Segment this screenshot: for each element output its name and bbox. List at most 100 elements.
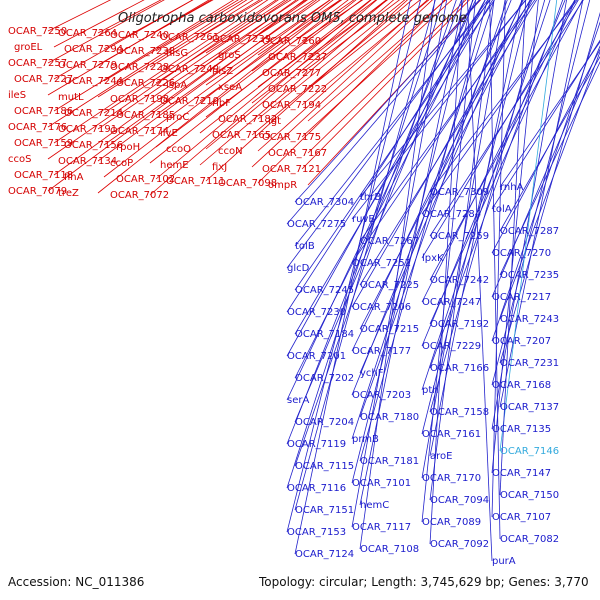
- left-gene-label: mutL: [58, 92, 84, 103]
- left-gene-label: ccoN: [218, 146, 243, 157]
- left-leader-line: [103, 0, 277, 114]
- left-gene-label: proC: [166, 112, 189, 123]
- right-leader-line: [491, 45, 600, 298]
- right-leader-line: [359, 0, 538, 286]
- left-gene-label: ribF: [212, 98, 231, 109]
- left-gene-label: OCAR_7176: [8, 122, 67, 133]
- left-gene-label: groEL: [14, 42, 43, 53]
- right-gene-label: OCAR_7101: [352, 478, 411, 489]
- right-gene-label: OCAR_7166: [430, 363, 489, 374]
- right-leader-line: [359, 0, 508, 418]
- right-leader-line: [499, 0, 584, 408]
- right-leader-line: [499, 0, 527, 496]
- left-gene-label: OCAR_7098: [218, 178, 277, 189]
- left-gene-label: OCAR_7194: [262, 100, 321, 111]
- right-leader-line: [359, 0, 523, 374]
- left-leader-line: [149, 0, 357, 164]
- left-gene-label: ccoO: [166, 144, 191, 155]
- left-gene-label: OCAR_7165: [212, 130, 271, 141]
- left-gene-label: ccoS: [8, 154, 31, 165]
- right-leader-line: [491, 0, 567, 430]
- right-gene-label: OCAR_7217: [492, 292, 551, 303]
- right-gene-label: OCAR_7287: [500, 226, 559, 237]
- left-gene-label: OCAR_7102: [116, 174, 175, 185]
- right-leader-line: [294, 0, 495, 291]
- right-gene-label: OCAR_7150: [500, 490, 559, 501]
- label-leader-lines: [47, 0, 600, 562]
- right-leader-line: [286, 0, 421, 533]
- right-gene-label: ruvB: [352, 214, 375, 225]
- left-leader-line: [97, 0, 289, 130]
- right-leader-line: [421, 0, 576, 303]
- right-leader-line: [294, 0, 411, 555]
- right-gene-label: tolA: [492, 204, 512, 215]
- right-leader-line: [351, 0, 532, 264]
- right-leader-line: [294, 0, 457, 467]
- left-gene-label: ccoP: [110, 158, 133, 169]
- left-gene-label: treZ: [58, 188, 79, 199]
- right-gene-label: OCAR_7082: [500, 534, 559, 545]
- right-leader-line: [359, 0, 536, 242]
- right-gene-label: OCAR_7094: [430, 495, 489, 506]
- left-leader-line: [47, 0, 279, 160]
- right-gene-label: hemC: [360, 500, 389, 511]
- right-gene-label: OCAR_7137: [500, 402, 559, 413]
- right-gene-label: serA: [287, 395, 309, 406]
- left-leader-line: [47, 0, 305, 192]
- left-gene-label: OCAR_7182: [218, 114, 277, 125]
- right-leader-line: [351, 0, 473, 484]
- left-gene-label: OCAR_7222: [268, 84, 327, 95]
- left-gene-label: lgt: [268, 116, 281, 127]
- right-gene-label: OCAR_7229: [422, 341, 481, 352]
- right-gene-label: OCAR_7117: [352, 522, 411, 533]
- right-leader-line: [294, 0, 491, 247]
- left-leader-line: [149, 0, 299, 100]
- right-leader-line: [286, 0, 462, 445]
- right-leader-line: [286, 0, 489, 269]
- left-gene-label: OCAR_7250: [8, 26, 67, 37]
- right-gene-label: aroE: [430, 451, 452, 462]
- right-gene-label: OCAR_7247: [422, 297, 481, 308]
- right-leader-line: [351, 0, 531, 308]
- right-gene-label: rnhA: [500, 182, 524, 193]
- right-gene-label: OCAR_7207: [492, 336, 551, 347]
- left-gene-label: OCAR_7185: [116, 110, 175, 121]
- right-gene-label: OCAR_7124: [295, 549, 354, 560]
- right-gene-label: OCAR_7158: [430, 407, 489, 418]
- right-leader-line: [491, 0, 591, 386]
- left-gene-label: OCAR_7175: [262, 132, 321, 143]
- right-leader-line: [491, 21, 600, 342]
- right-gene-label: OCAR_7119: [287, 439, 346, 450]
- right-gene-label: OCAR_7203: [352, 390, 411, 401]
- left-gene-label: OCAR_7279: [58, 60, 117, 71]
- right-leader-line: [286, 0, 477, 401]
- right-gene-label: OCAR_7243: [500, 314, 559, 325]
- right-leader-line: [286, 0, 444, 489]
- left-gene-label: OCAR_7294: [64, 44, 123, 55]
- left-gene-label: OCAR_7240: [110, 30, 169, 41]
- right-gene-label: OCAR_7201: [287, 351, 346, 362]
- right-gene-label: OCAR_7231: [500, 358, 559, 369]
- right-gene-label: OCAR_7270: [492, 248, 551, 259]
- left-gene-label: ompR: [268, 180, 297, 191]
- left-leader-line: [155, 0, 349, 148]
- right-gene-label: OCAR_7215: [360, 324, 419, 335]
- right-leader-line: [421, 0, 579, 259]
- right-leader-line: [491, 0, 506, 518]
- left-gene-label: OCAR_7079: [8, 186, 67, 197]
- right-gene-label: purA: [492, 556, 516, 567]
- right-gene-label: OCAR_7245: [295, 285, 354, 296]
- right-gene-label: OCAR_7153: [287, 527, 346, 538]
- left-gene-label: OCAR_7277: [262, 68, 321, 79]
- right-gene-label: OCAR_7230: [287, 307, 346, 318]
- left-gene-label: OCAR_7227: [14, 74, 73, 85]
- right-leader-line: [429, 0, 495, 501]
- right-leader-line: [489, 0, 501, 540]
- left-leader-line: [53, 0, 269, 144]
- left-gene-label: OCAR_7226: [116, 78, 175, 89]
- left-leader-line: [199, 0, 372, 134]
- right-leader-line: [286, 0, 481, 225]
- right-leader-line: [429, 0, 546, 413]
- left-gene-label: OCAR_7239: [212, 34, 271, 45]
